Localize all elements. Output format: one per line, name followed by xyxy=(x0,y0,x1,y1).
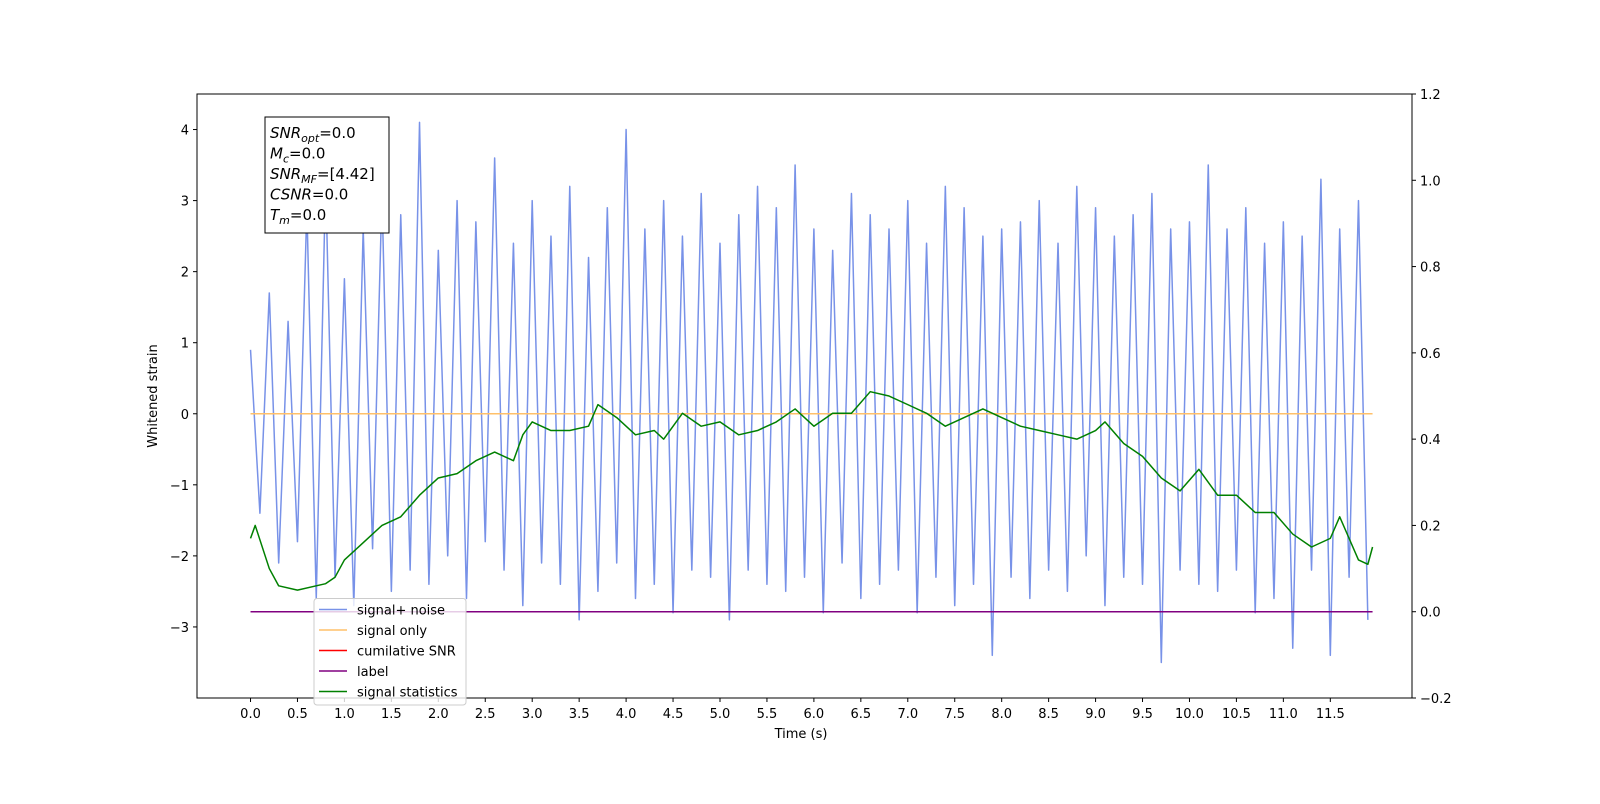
y-tick-label: 2 xyxy=(181,266,189,281)
y-tick-label: −1 xyxy=(170,479,189,494)
annotation-value: =0.0 xyxy=(289,145,325,163)
annotation-subscript: c xyxy=(283,153,289,166)
annotation-value: =[4.42] xyxy=(317,165,375,183)
annotation-name: SNR xyxy=(270,165,301,183)
legend-label: signal only xyxy=(357,624,427,639)
y2-tick-label: −0.2 xyxy=(1420,692,1452,707)
annotation-line: CSNR=0.0 xyxy=(270,186,348,204)
plot-frame xyxy=(196,93,1413,699)
x-tick-label: 10.0 xyxy=(1175,707,1204,722)
annotation-name: SNR xyxy=(270,124,301,142)
x-tick-label: 10.5 xyxy=(1222,707,1251,722)
annotation-subscript: opt xyxy=(301,132,320,145)
annotation-value: =0.0 xyxy=(312,186,348,204)
y-tick-label: −2 xyxy=(170,550,189,565)
x-tick-label: 7.0 xyxy=(897,707,918,722)
annotation-subscript: MF xyxy=(301,173,317,186)
annotation-frame xyxy=(264,116,390,234)
legend-label: label xyxy=(357,665,388,680)
y-tick-label: 0 xyxy=(181,408,189,423)
y2-tick-label: 0.0 xyxy=(1420,606,1441,621)
annotation-name: M xyxy=(270,145,283,163)
x-tick-label: 9.5 xyxy=(1132,707,1153,722)
annotation-line: Mc=0.0 xyxy=(270,145,325,166)
x-tick-label: 0.5 xyxy=(287,707,308,722)
annotation-subscript: m xyxy=(279,214,290,227)
x-tick-label: 2.0 xyxy=(428,707,449,722)
x-tick-label: 4.5 xyxy=(663,707,684,722)
annotation-line: SNRMF=[4.42] xyxy=(270,165,375,186)
annotation-box: SNRopt=0.0Mc=0.0SNRMF=[4.42]CSNR=0.0Tm=0… xyxy=(264,116,390,234)
y-tick-label: 1 xyxy=(181,337,189,352)
x-tick-label: 6.0 xyxy=(804,707,825,722)
x-tick-label: 8.0 xyxy=(991,707,1012,722)
y-tick-label: 3 xyxy=(181,195,189,210)
y-tick-label: 4 xyxy=(181,124,189,139)
legend-frame xyxy=(313,598,467,706)
x-axis-label: Time (s) xyxy=(774,727,828,742)
annotation-name: T xyxy=(270,206,281,224)
x-tick-label: 2.5 xyxy=(475,707,496,722)
legend-label: signal statistics xyxy=(357,686,458,701)
x-tick-label: 0.0 xyxy=(240,707,261,722)
annotation-value: =0.0 xyxy=(319,124,355,142)
y2-tick-label: 1.2 xyxy=(1420,88,1441,103)
annotation-value: =0.0 xyxy=(290,206,326,224)
x-tick-label: 1.0 xyxy=(334,707,355,722)
y2-tick-label: 1.0 xyxy=(1420,174,1441,189)
annotation-line: SNRopt=0.0 xyxy=(270,124,356,145)
x-tick-label: 7.5 xyxy=(944,707,965,722)
series-line xyxy=(249,121,1369,664)
x-tick-label: 3.5 xyxy=(569,707,590,722)
x-tick-label: 6.5 xyxy=(850,707,871,722)
legend-label: cumilative SNR xyxy=(357,645,456,660)
y-axis-label: Whitened strain xyxy=(146,344,161,447)
x-tick-label: 4.0 xyxy=(616,707,637,722)
y2-tick-label: 0.6 xyxy=(1420,347,1441,362)
y2-tick-label: 0.2 xyxy=(1420,519,1441,534)
y2-tick-label: 0.8 xyxy=(1420,261,1441,276)
x-tick-label: 8.5 xyxy=(1038,707,1059,722)
x-tick-label: 11.5 xyxy=(1316,707,1345,722)
x-tick-label: 9.0 xyxy=(1085,707,1106,722)
y2-tick-label: 0.4 xyxy=(1420,433,1441,448)
x-tick-label: 5.5 xyxy=(757,707,778,722)
annotation-line: Tm=0.0 xyxy=(270,206,326,227)
x-tick-label: 5.0 xyxy=(710,707,731,722)
legend: signal+ noise signal only cumilative SNR la… xyxy=(313,598,467,706)
x-tick-label: 3.0 xyxy=(522,707,543,722)
legend-label: signal+ noise xyxy=(357,604,445,619)
series-line xyxy=(249,390,1374,591)
x-tick-label: 1.5 xyxy=(381,707,402,722)
x-tick-label: 11.0 xyxy=(1269,707,1298,722)
annotation-name: CSNR xyxy=(270,186,312,204)
y-tick-label: −3 xyxy=(170,621,189,636)
